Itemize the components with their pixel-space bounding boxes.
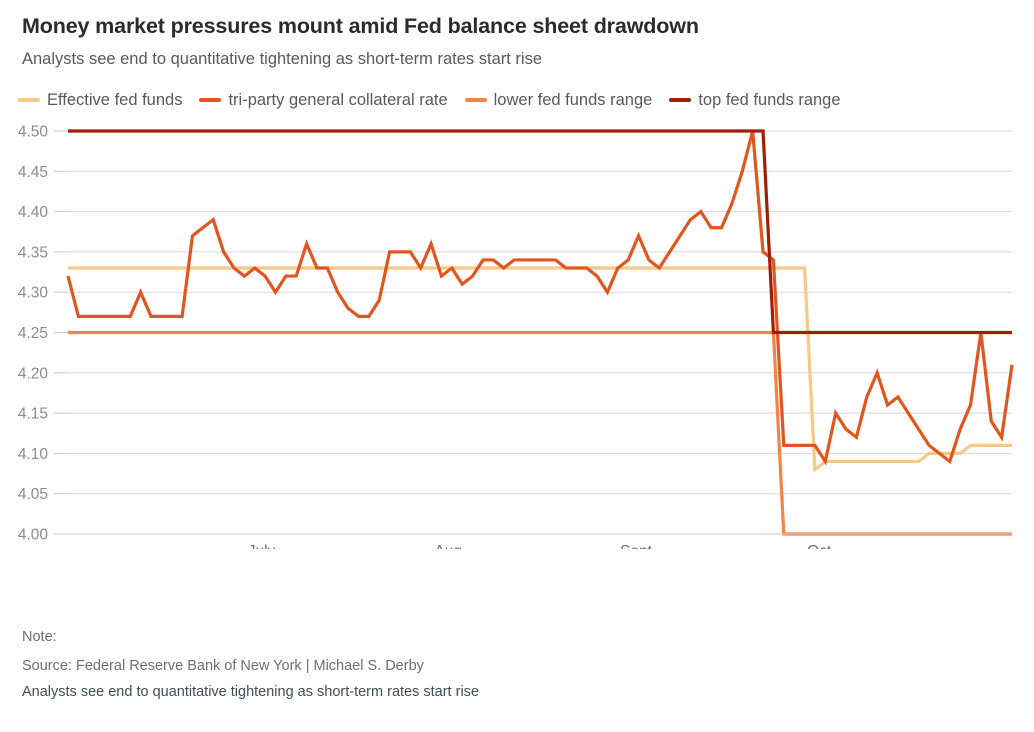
plot-area: 4.50 4.45 4.40 4.35 4.30 4.25 4.20 4.15 4.10 4.05… [0,119,1034,549]
legend-item[interactable]: tri-party general collateral rate [199,90,448,109]
series-line [66,130,1014,466]
x-tick-label: July [248,543,276,549]
x-tick-label: Aug. [434,543,466,549]
y-tick-label: 4.00 [18,527,49,544]
legend-item[interactable]: Effective fed funds [18,92,182,109]
series-line [68,129,1012,335]
legend-swatch-icon [464,97,487,102]
y-tick-label: 4.15 [18,406,48,423]
footer-note: Note: [22,629,57,645]
y-tick-label: 4.30 [18,285,49,302]
legend-item-label: lower fed funds range [493,90,653,109]
chart-header: Money market pressures mount amid Fed ba… [0,0,1034,70]
legend-item[interactable]: lower fed funds range [464,90,653,109]
y-tick-label: 4.50 [18,124,49,141]
y-axis-ticks: 4.50 4.45 4.40 4.35 4.30 4.25 4.20 4.15 4.10 4.05… [18,124,68,544]
chart-legend: Effective fed funds tri-party general col… [0,70,1034,109]
series-line [68,266,1012,473]
x-tick-label: Sept. [620,543,656,549]
y-tick-label: 4.45 [18,164,48,181]
legend-swatch-icon [18,97,40,102]
series-line [68,330,1012,536]
legend-item-label: Effective fed funds [47,90,183,109]
footer-caption: Analysts see end to quantitative tighten… [22,683,479,700]
x-axis-ticks: July2025Aug.Sept.Oct. [248,543,836,549]
x-tick-label: Oct. [807,543,835,549]
y-tick-label: 4.20 [18,365,49,382]
footer-source: Source: Federal Reserve Bank of New York… [22,657,424,674]
chart-svg: 4.50 4.45 4.40 4.35 4.30 4.25 4.20 4.15 4.10 4.05… [18,124,1014,549]
y-tick-label: 4.40 [18,204,49,221]
y-tick-label: 4.10 [18,446,49,463]
legend-item-label: top fed funds range [698,90,841,109]
legend-swatch-icon [199,97,222,102]
legend-item-label: tri-party general collateral rate [228,90,448,109]
chart-footer: Note: Source: Federal Reserve Bank of Ne… [0,629,1034,701]
y-tick-label: 4.05 [18,486,48,503]
page-subtitle: Analysts see end to quantitative tighten… [22,49,543,68]
legend-item[interactable]: top fed funds range [669,90,841,109]
legend-swatch-icon [669,97,692,102]
page-title: Money market pressures mount amid Fed ba… [22,14,699,38]
y-tick-label: 4.25 [18,325,48,342]
y-tick-label: 4.35 [18,244,48,261]
series-group [66,129,1014,536]
